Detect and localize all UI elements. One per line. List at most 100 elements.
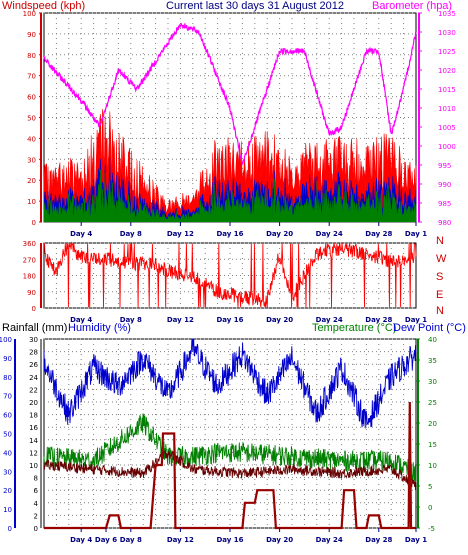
humidity-axis-title: Humidity (%): [68, 322, 131, 334]
rain-y-tick-label: 26: [29, 361, 38, 369]
dewpoint-series: [43, 450, 417, 491]
humidity-y-tick-label: 100: [0, 336, 12, 344]
humidity-y-tick-label: 40: [3, 449, 12, 457]
barometer-y-tick-label: 1000: [438, 143, 456, 151]
compass-label: N: [436, 305, 444, 317]
wind-x-tick-label: Day 4: [70, 230, 92, 238]
compass-label: E: [436, 289, 443, 301]
rain-y-tick-label: 10: [29, 462, 38, 470]
temperature-y-tick-label: -5: [428, 525, 435, 533]
temperature-y-tick-label: 20: [428, 420, 437, 428]
direction-x-tick-label: Day 12: [167, 316, 194, 324]
barometer-y-tick-label: 1015: [438, 86, 456, 94]
humidity-y-tick-label: 20: [3, 487, 12, 495]
compass-label: S: [436, 271, 443, 283]
wind-x-tick-label: Day 16: [216, 230, 243, 238]
barometer-y-tick-label: 995: [438, 162, 451, 170]
rain-humidity-panel: 0102030405060708090100024681012141618202…: [0, 336, 437, 544]
humidity-series: [43, 338, 417, 429]
barometer-y-tick-label: 1020: [438, 67, 456, 75]
direction-x-tick-label: Day 28: [365, 316, 392, 324]
temperature-y-tick-label: 5: [428, 483, 432, 491]
direction-x-tick-label: Day 24: [316, 316, 343, 324]
temperature-y-tick-label: 0: [428, 504, 432, 512]
windspeed-axis-title: Windspeed (kph): [2, 0, 86, 12]
wind-lull-series: [43, 169, 417, 223]
barometer-y-tick-label: 1005: [438, 124, 456, 132]
rain-x-tick-label: Day 1: [405, 536, 427, 544]
wind-y-tick-label: 50: [27, 115, 36, 123]
rain-y-tick-label: 0: [34, 525, 38, 533]
barometer-y-tick-label: 985: [438, 200, 451, 208]
wind-x-tick-label: Day 12: [167, 230, 194, 238]
wind-x-tick-label: Day 8: [120, 230, 142, 238]
wind-x-tick-label: Day 28: [365, 230, 392, 238]
wind-x-tick-label: Day 20: [266, 230, 293, 238]
wind-y-tick-label: 0: [32, 219, 36, 227]
humidity-y-tick-label: 50: [3, 431, 12, 439]
barometer-y-tick-label: 1010: [438, 105, 456, 113]
temperature-y-tick-label: 30: [428, 378, 437, 386]
direction-x-tick-label: Day 4: [70, 316, 92, 324]
wind-y-tick-label: 20: [27, 177, 36, 185]
wind-direction-series: [44, 241, 417, 308]
rain-y-tick-label: 14: [29, 437, 38, 445]
direction-x-tick-label: Day 8: [120, 316, 142, 324]
direction-x-tick-label: Day 16: [216, 316, 243, 324]
rainfall-series: [44, 401, 416, 530]
wind-y-tick-label: 80: [27, 52, 36, 60]
humidity-y-tick-label: 90: [3, 355, 12, 363]
wind-y-tick-label: 100: [23, 10, 36, 18]
temperature-series: [43, 413, 417, 483]
rain-y-tick-label: 4: [34, 500, 39, 508]
humidity-y-tick-label: 0: [8, 525, 12, 533]
wind-y-tick-label: 60: [27, 94, 36, 102]
rain-x-tick-label: Day 6: [95, 536, 117, 544]
humidity-y-tick-label: 80: [3, 374, 12, 382]
rain-y-tick-label: 2: [34, 512, 38, 520]
dewpoint-axis-title: Dew Point (°C): [393, 322, 466, 334]
rain-y-tick-label: 8: [34, 475, 38, 483]
rain-x-tick-label: Day 4: [70, 536, 92, 544]
wind-y-tick-label: 90: [27, 31, 36, 39]
barometer-y-tick-label: 1025: [438, 48, 456, 56]
temperature-y-tick-label: 15: [428, 441, 437, 449]
barometer-y-tick-label: 1035: [438, 10, 456, 18]
compass-label: N: [436, 235, 444, 247]
temperature-axis-title: Temperature (°C): [312, 322, 397, 334]
wind-y-tick-label: 10: [27, 198, 36, 206]
rain-y-tick-label: 16: [29, 424, 38, 432]
barometer-y-tick-label: 1030: [438, 29, 456, 37]
barometer-y-tick-label: 990: [438, 181, 451, 189]
rain-x-tick-label: Day 16: [216, 536, 243, 544]
humidity-y-tick-label: 60: [3, 412, 12, 420]
direction-y-tick-label: 90: [27, 289, 36, 297]
rain-y-tick-label: 20: [29, 399, 38, 407]
barometer-series: [43, 23, 417, 165]
temperature-y-tick-label: 40: [428, 336, 437, 344]
chart-title: Current last 30 days 31 August 2012: [166, 0, 344, 12]
rain-x-tick-label: Day 28: [365, 536, 392, 544]
rain-y-tick-label: 22: [29, 386, 38, 394]
rainfall-axis-title: Rainfall (mm): [2, 322, 68, 334]
wind-y-tick-label: 70: [27, 73, 36, 81]
compass-label: W: [436, 253, 447, 265]
wind-y-tick-label: 30: [27, 156, 36, 164]
rain-x-tick-label: Day 12: [167, 536, 194, 544]
rain-y-tick-label: 30: [29, 336, 38, 344]
rain-x-tick-label: Day 8: [120, 536, 142, 544]
rain-y-tick-label: 24: [29, 374, 38, 382]
wind-y-tick-label: 40: [27, 135, 36, 143]
direction-x-tick-label: Day 1: [405, 316, 427, 324]
humidity-y-tick-label: 30: [3, 468, 12, 476]
barometer-axis-title: Barometer (hpa): [372, 0, 453, 12]
temperature-y-tick-label: 35: [428, 357, 437, 365]
wind-x-tick-label: Day 1: [405, 230, 427, 238]
humidity-y-tick-label: 70: [3, 393, 12, 401]
direction-y-tick-label: 360: [23, 240, 36, 248]
rain-y-tick-label: 18: [29, 412, 38, 420]
barometer-y-tick-label: 980: [438, 219, 451, 227]
temperature-y-tick-label: 25: [428, 399, 437, 407]
direction-y-tick-label: 180: [23, 273, 36, 281]
